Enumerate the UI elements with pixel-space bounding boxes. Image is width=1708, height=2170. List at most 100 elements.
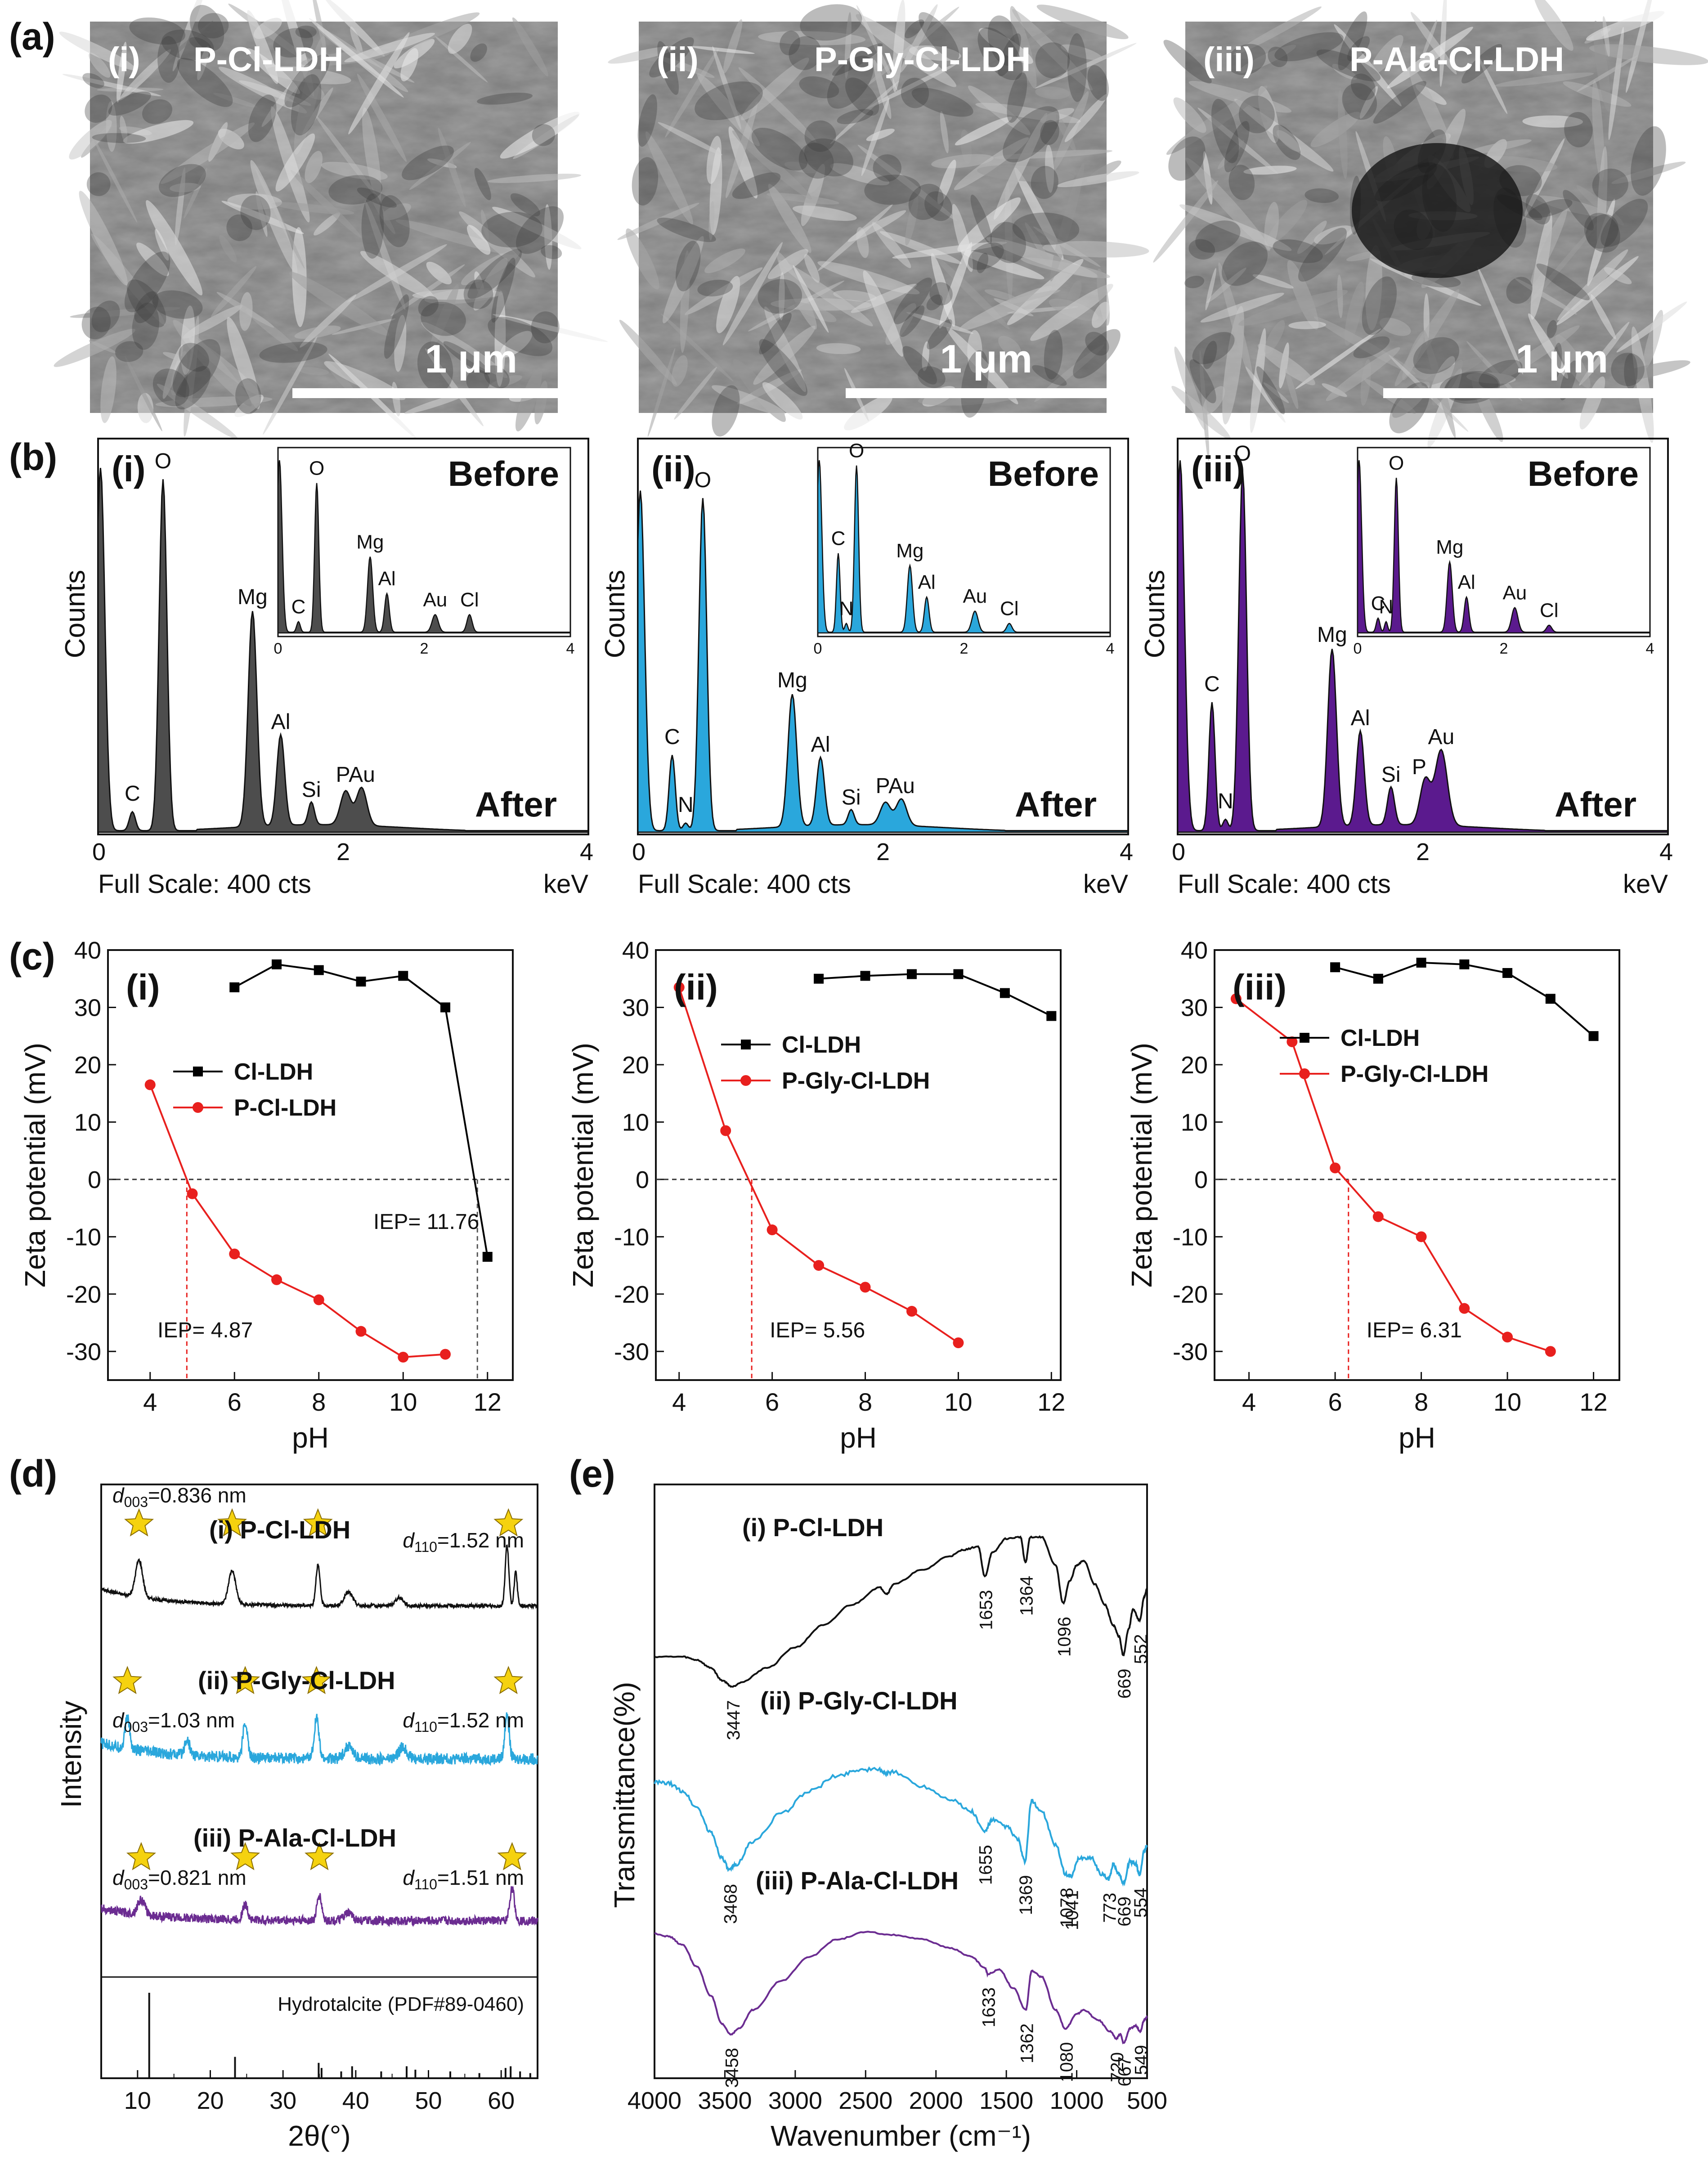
sem-shadow (81, 306, 111, 340)
sem-flake (833, 290, 877, 302)
scale-bar (292, 388, 562, 398)
sem-flake (381, 203, 411, 220)
sem-shadow (1067, 33, 1087, 102)
sem-shadow (132, 302, 159, 350)
iep-label: IEP= 4.87 (157, 1318, 253, 1342)
eds-inset-label: Au (1502, 582, 1527, 604)
sem-flake (123, 120, 194, 144)
star-marker (217, 1508, 247, 1537)
sem-shadow (1035, 42, 1070, 78)
sem-flake (1218, 140, 1245, 169)
sem-flake (1631, 326, 1654, 443)
eds-tag: (iii) (1191, 449, 1245, 489)
sem-shadow (987, 15, 1020, 66)
plot-frame (107, 949, 514, 1381)
sem-flake (1608, 360, 1690, 382)
sem-flake (1529, 223, 1598, 305)
sem-flake (137, 393, 154, 423)
sem-shadow (361, 193, 384, 259)
eds-inset-label: N (839, 598, 853, 620)
xrd-pattern (100, 1712, 538, 1766)
sem-flake (344, 32, 435, 63)
sem-flake (685, 267, 763, 315)
sem-shadow (712, 385, 740, 437)
sem-flake (515, 368, 542, 432)
sem-shadow (173, 339, 221, 398)
sem-shadow (732, 172, 781, 199)
scale-bar-label: 1 μm (1516, 336, 1608, 381)
y-tick-label: 20 (74, 1052, 101, 1079)
d-subscript: 003 (124, 1876, 148, 1892)
eds-xunit: keV (1083, 870, 1128, 899)
star-marker (497, 1842, 527, 1870)
series-line (149, 1084, 446, 1358)
sem-shadow (1529, 199, 1573, 218)
sem-flake (674, 367, 717, 420)
sem-flake (390, 264, 465, 316)
star-marker (301, 1666, 332, 1695)
sem-flake (1495, 72, 1594, 87)
sem-shadow (443, 341, 490, 375)
sem-flake (89, 53, 111, 78)
d110-value: =1.51 nm (437, 1866, 524, 1889)
sem-shadow (291, 74, 322, 136)
iep-label: IEP= 5.56 (770, 1318, 865, 1342)
data-point (814, 973, 824, 984)
x-tick-label: 6 (1328, 1388, 1342, 1416)
panel-letter: (b) (9, 436, 57, 478)
ftir-spectrum (654, 1931, 1148, 2044)
sem-flake (957, 197, 1021, 252)
eds-inset-frame (277, 447, 571, 637)
panel-letter: (e) (569, 1453, 615, 1495)
sem-shadow (1316, 49, 1381, 82)
eds-tick: 2 (1416, 838, 1430, 865)
band-annotation: 667 (1115, 2057, 1135, 2087)
data-point (1000, 988, 1010, 998)
x-tick-label: 12 (474, 1388, 502, 1416)
x-tick-label: 4 (143, 1388, 157, 1416)
sem-flake (1288, 321, 1327, 329)
x-axis-title: pH (840, 1421, 877, 1454)
sem-flake (1592, 80, 1605, 182)
sem-flake (861, 97, 890, 176)
sem-flake (256, 191, 268, 237)
data-point (398, 971, 408, 981)
sem-flake (1557, 249, 1628, 321)
data-point (272, 959, 282, 969)
sem-flake (1370, 35, 1403, 75)
data-point (953, 1337, 964, 1349)
sem-flake (851, 283, 917, 313)
band-annotation: 1655 (976, 1845, 996, 1885)
sem-shadow (990, 222, 1026, 263)
xrd-pattern (101, 1886, 538, 1928)
sem-shadow (924, 191, 952, 221)
eds-ylabel: Counts (600, 570, 631, 658)
sem-flake (314, 212, 341, 236)
sem-shadow (1298, 228, 1347, 282)
ftir-spectrum (654, 1535, 1148, 1688)
sem-shadow (86, 172, 111, 196)
ftir-chart: 4000 3500 3000 2500 2000 1500 1000 500 (i) P-Cl-… (608, 1484, 1167, 2152)
band-annotation: 1653 (976, 1590, 996, 1630)
data-point (398, 1352, 409, 1363)
eds-peak-label: C (1204, 672, 1220, 696)
sem-flake (716, 276, 740, 333)
y-tick-label: 30 (622, 994, 649, 1021)
sem-shadow (1600, 198, 1648, 247)
y-tick-label: 40 (1181, 937, 1208, 964)
band-annotation: 3468 (721, 1884, 740, 1924)
sem-shadow (1586, 214, 1619, 249)
sem-flake (1035, 43, 1137, 89)
d110-value: =1.52 nm (437, 1529, 524, 1552)
data-point (767, 1224, 778, 1236)
eds-peak-label: Mg (1317, 623, 1347, 647)
sem-shadow (467, 249, 522, 299)
eds-tick: 0 (632, 838, 646, 865)
data-point (953, 969, 964, 979)
sem-flake (1528, 313, 1569, 379)
data-point (356, 977, 366, 987)
sem-flake (489, 375, 522, 388)
sem-shadow (1592, 168, 1628, 201)
x-tick-label: 4 (672, 1388, 686, 1416)
eds-xunit: keV (543, 870, 588, 899)
